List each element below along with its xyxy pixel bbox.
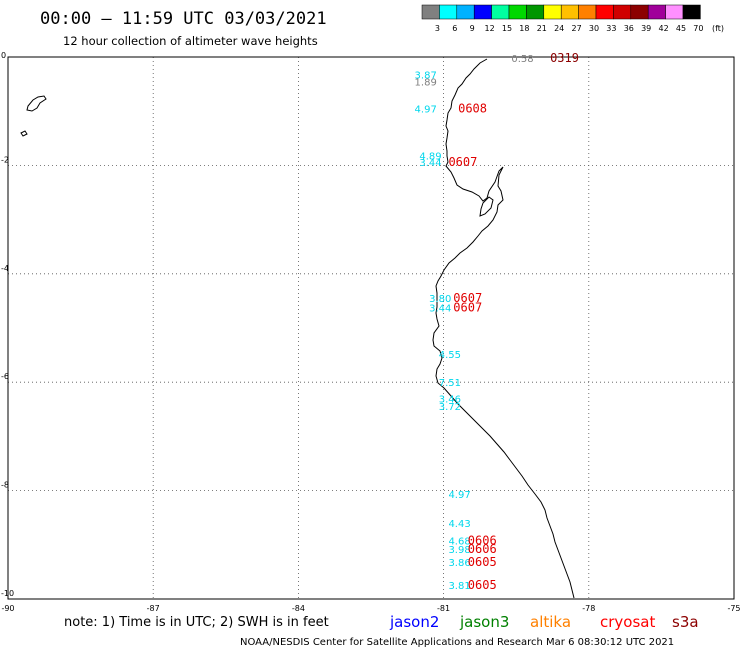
wave-height-label: 3.86	[448, 558, 470, 569]
wave-height-label: 3.44	[429, 303, 451, 314]
colorbar-label: 70	[693, 24, 703, 33]
galapagos-isabela-island	[26, 95, 47, 112]
observation-time-label: 0607	[453, 300, 482, 314]
x-tick-label: -75	[727, 604, 740, 613]
colorbar-label: 45	[676, 24, 686, 33]
wave-height-label: 3.44	[419, 158, 441, 169]
y-tick-label: -6	[1, 372, 9, 381]
colorbar-swatch	[473, 4, 492, 20]
colorbar-label: 18	[519, 24, 529, 33]
wave-height-label: 4.97	[415, 104, 437, 115]
x-tick-label: -90	[1, 604, 14, 613]
galapagos-small-island	[20, 130, 28, 137]
colorbar-label: 3	[435, 24, 440, 33]
colorbar-label: 42	[659, 24, 669, 33]
wave-height-label: 3.80	[429, 294, 451, 305]
footnote: note: 1) Time is in UTC; 2) SWH is in fe…	[64, 615, 329, 630]
wave-height-label: 1.89	[415, 77, 437, 88]
colorbar-swatch	[630, 4, 649, 20]
coastline-south-america	[432, 58, 575, 599]
x-tick-label: -87	[147, 604, 160, 613]
wave-height-label: 3.81	[448, 581, 470, 592]
x-tick-label: -78	[582, 604, 595, 613]
puna-island	[479, 196, 494, 217]
y-tick-label: -4	[1, 264, 9, 273]
observation-time-label: 0607	[448, 155, 477, 169]
legend-entry-altika: altika	[530, 613, 571, 631]
wave-height-label: 4.43	[448, 519, 470, 530]
wave-height-label: 3.87	[415, 70, 437, 81]
observation-time-label: 0608	[458, 101, 487, 115]
colorbar-label: 12	[485, 24, 495, 33]
colorbar-swatch	[421, 4, 440, 20]
satellite-legend: jason2 jason3 altika cryosat s3a	[389, 613, 699, 631]
legend-entry-jason3: jason3	[459, 613, 509, 631]
wave-height-label: 4.68	[448, 536, 470, 547]
colorbar-swatch	[543, 4, 562, 20]
map-title: 00:00 – 11:59 UTC 03/03/2021	[40, 9, 327, 29]
wave-height-label: 4.97	[448, 490, 470, 501]
credit-line: NOAA/NESDIS Center for Satellite Applica…	[240, 637, 674, 648]
wave-height-label: 4.89	[419, 152, 441, 163]
colorbar-label: 24	[554, 24, 564, 33]
colorbar-unit: (ft)	[712, 24, 724, 33]
wave-height-label: 3.98	[448, 545, 470, 556]
wave-height-label: 7.51	[439, 378, 461, 389]
map-frame	[7, 56, 735, 600]
wave-height-colorbar: 3 6 9 12 15 18 21 24 27 30 33 36 39 42 45 70	[421, 4, 703, 33]
colorbar-swatch	[595, 4, 614, 20]
y-tick-label: -2	[1, 155, 9, 164]
colorbar-swatch	[647, 4, 666, 20]
wave-height-label: 3.72	[439, 402, 461, 413]
wave-height-label: 0.58	[511, 54, 533, 65]
colorbar-swatch	[491, 4, 510, 20]
colorbar-label: 36	[624, 24, 634, 33]
observation-time-label: 0606	[468, 542, 497, 556]
x-tick-label: -81	[437, 604, 450, 613]
legend-entry-cryosat: cryosat	[600, 613, 655, 631]
wave-height-label: 3.46	[439, 394, 461, 405]
lat-lon-grid: -90 -87 -84 -81 -78 -750-2-4-6-8-10	[1, 51, 740, 613]
colorbar-swatch	[665, 4, 684, 20]
colorbar-swatch	[508, 4, 527, 20]
colorbar-label: 27	[572, 24, 582, 33]
observation-time-label: 0319	[550, 51, 579, 65]
observation-time-label: 0605	[468, 555, 497, 569]
colorbar-label: 15	[502, 24, 512, 33]
colorbar-label: 9	[470, 24, 475, 33]
colorbar-swatch	[526, 4, 545, 20]
colorbar-label: 6	[452, 24, 457, 33]
y-tick-label: 0	[1, 51, 6, 60]
observation-time-label: 0607	[453, 291, 482, 305]
colorbar-swatch	[578, 4, 597, 20]
legend-entry-s3a: s3a	[672, 613, 699, 631]
colorbar-swatch	[613, 4, 632, 20]
colorbar-swatch	[456, 4, 475, 20]
colorbar-label: 21	[537, 24, 547, 33]
y-tick-label: -8	[1, 481, 9, 490]
map-subtitle: 12 hour collection of altimeter wave hei…	[63, 34, 318, 48]
observation-time-label: 0605	[468, 578, 497, 592]
colorbar-label: 30	[589, 24, 599, 33]
observation-time-label: 0606	[468, 533, 497, 547]
colorbar-label: 39	[641, 24, 651, 33]
colorbar-swatch	[439, 4, 458, 20]
colorbar-swatch	[682, 4, 701, 20]
legend-entry-jason2: jason2	[389, 613, 439, 631]
wave-height-label: 4.55	[439, 350, 461, 361]
x-tick-label: -84	[292, 604, 305, 613]
colorbar-swatch	[560, 4, 579, 20]
colorbar-label: 33	[606, 24, 616, 33]
